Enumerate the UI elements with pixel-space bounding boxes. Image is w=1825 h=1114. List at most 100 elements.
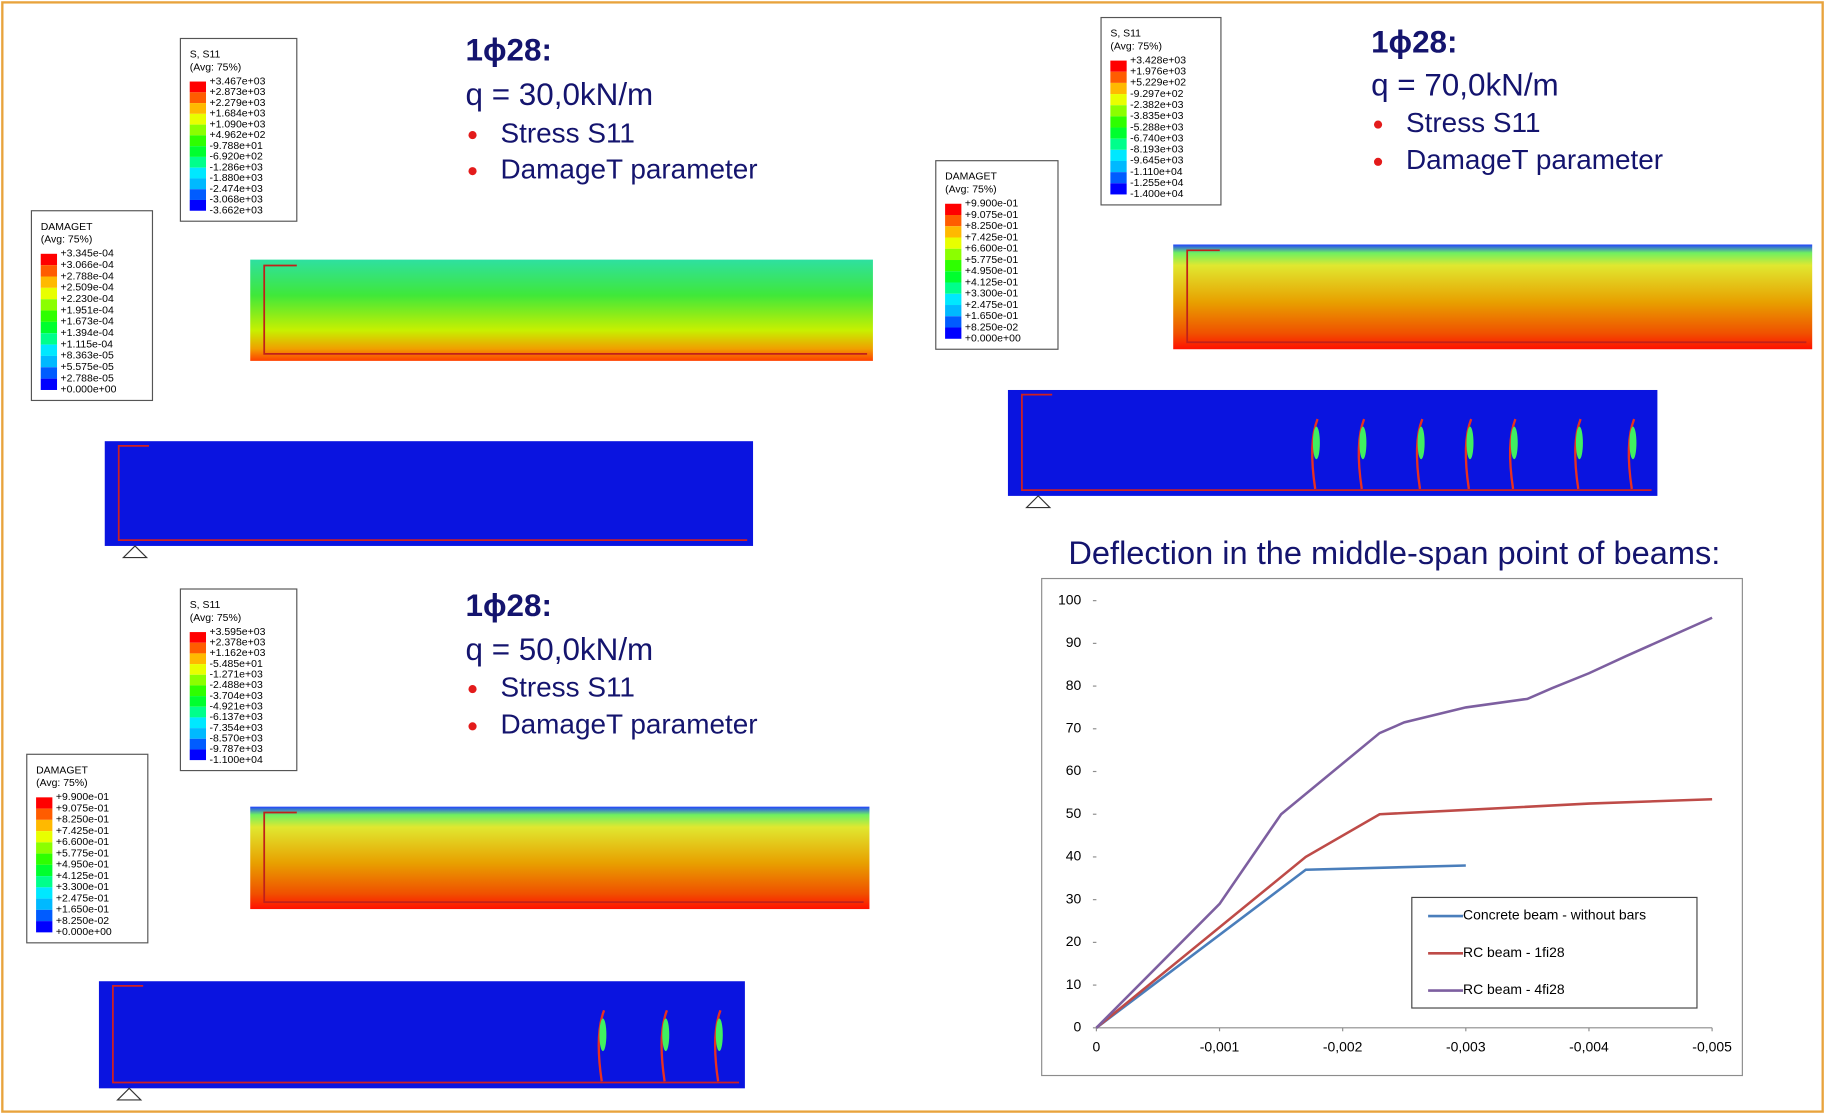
legend-swatch [190, 653, 206, 664]
legend: DAMAGET(Avg: 75%)+9.900e-01+9.075e-01+8.… [27, 754, 148, 943]
legend-value: +1.650e-01 [965, 311, 1018, 322]
legend-value: +9.075e-01 [56, 803, 109, 814]
legend-swatch [41, 367, 57, 378]
legend-value: -9.788e+01 [210, 141, 263, 152]
legend-swatch [190, 157, 206, 168]
legend-value: +0.000e+00 [56, 927, 112, 938]
y-tick-label: 80 [1066, 677, 1082, 693]
legend-value: +8.250e-02 [965, 322, 1018, 333]
legend-swatch [190, 728, 206, 739]
legend-value: -1.400e+04 [1130, 189, 1183, 200]
legend-swatch [36, 899, 52, 910]
bullet-dot [468, 131, 476, 139]
legend-swatch [36, 887, 52, 898]
bullet-dot [468, 722, 476, 730]
legend-swatch [36, 921, 52, 932]
legend: DAMAGET(Avg: 75%)+9.900e-01+9.075e-01+8.… [936, 161, 1058, 350]
legend-swatch [1110, 72, 1126, 83]
legend-value: +2.509e-04 [61, 283, 114, 294]
legend-swatch [1110, 183, 1126, 194]
legend-swatch [41, 356, 57, 367]
legend-swatch [945, 260, 961, 271]
crack-core [1576, 427, 1583, 460]
bullet-dot [468, 167, 476, 175]
load: q = 50,0kN/m [466, 632, 654, 667]
legend-swatch [36, 820, 52, 831]
legend-value: +4.125e-01 [56, 871, 109, 882]
legend-value: -9.297e+02 [1130, 89, 1183, 100]
legend-value: +1.684e+03 [210, 109, 266, 120]
legend-value: -7.354e+03 [210, 723, 263, 734]
legend-title: DAMAGET [41, 222, 93, 233]
legend-swatch [1110, 150, 1126, 161]
legend-value: -3.068e+03 [210, 195, 263, 206]
legend-value: +5.775e-01 [965, 255, 1018, 266]
bullet: Stress S11 [500, 671, 635, 702]
y-tick-label: 0 [1074, 1018, 1082, 1034]
damage-contour [1008, 390, 1657, 496]
legend-value: +4.962e+02 [210, 130, 266, 141]
legend-value: +7.425e-01 [965, 232, 1018, 243]
bullet-dot [1374, 158, 1382, 166]
legend-swatch [36, 910, 52, 921]
load: q = 30,0kN/m [466, 77, 654, 112]
legend-swatch [945, 271, 961, 282]
legend-value: +3.300e-01 [56, 882, 109, 893]
legend-swatch [190, 103, 206, 114]
legend-swatch [945, 305, 961, 316]
legend-value: +3.066e-04 [61, 260, 114, 271]
legend-value: +3.345e-04 [61, 249, 114, 260]
legend-subtitle: (Avg: 75%) [41, 235, 93, 246]
legend-swatch [190, 696, 206, 707]
legend-value: -1.880e+03 [210, 173, 263, 184]
legend-value: +6.600e-01 [965, 244, 1018, 255]
page: { "panels": [ {"heading": "1ϕ28:", "load… [0, 0, 1825, 1114]
legend-label: Concrete beam - without bars [1463, 907, 1646, 923]
y-tick-label: 40 [1066, 848, 1082, 864]
legend-value: +1.090e+03 [210, 119, 266, 130]
x-tick-label: -0,005 [1692, 1038, 1732, 1054]
bullet: Stress S11 [1406, 107, 1541, 138]
stress-contour [250, 260, 873, 361]
y-tick-label: 90 [1066, 634, 1082, 650]
legend-value: +2.475e-01 [56, 893, 109, 904]
legend-swatch [41, 254, 57, 265]
bullet: Stress S11 [500, 117, 635, 148]
y-tick-label: 10 [1066, 976, 1082, 992]
crack-core [716, 1018, 723, 1051]
legend-swatch [190, 125, 206, 136]
legend-value: -2.488e+03 [210, 680, 263, 691]
legend-swatch [41, 379, 57, 390]
legend-swatch [190, 135, 206, 146]
legend-value: +1.115e-04 [61, 339, 114, 350]
legend-title: DAMAGET [36, 765, 88, 776]
legend-value: +0.000e+00 [61, 385, 117, 396]
legend: S, S11(Avg: 75%)+3.467e+03+2.873e+03+2.2… [180, 38, 296, 221]
bullet: DamageT parameter [500, 709, 757, 740]
crack-core [1418, 427, 1425, 460]
legend-swatch [1110, 83, 1126, 94]
legend-label: RC beam - 4fi28 [1463, 981, 1565, 997]
legend-swatch [190, 685, 206, 696]
legend-value: -5.485e+01 [210, 659, 263, 670]
legend-swatch [945, 328, 961, 339]
legend-swatch [36, 842, 52, 853]
crack-core [1629, 427, 1636, 460]
legend-swatch [190, 643, 206, 654]
legend-value: -8.570e+03 [210, 734, 263, 745]
legend: DAMAGET (Avg: 75%) +3.345e-04+3.066e-04 +2.… [31, 211, 152, 401]
legend-value: -9.645e+03 [1130, 156, 1183, 167]
legend-value: -1.255e+04 [1130, 178, 1183, 189]
legend-value: +5.229e+02 [1130, 78, 1186, 89]
legend-label: RC beam - 1fi28 [1463, 944, 1565, 960]
legend-swatch [945, 226, 961, 237]
legend-swatch [1110, 172, 1126, 183]
legend-value: -2.474e+03 [210, 184, 263, 195]
legend-swatch [36, 876, 52, 887]
legend-swatch [1110, 139, 1126, 150]
legend-subtitle: (Avg: 75%) [190, 62, 242, 73]
legend-swatch [190, 632, 206, 643]
stress-contour [1173, 244, 1812, 349]
legend-value: +4.950e-01 [56, 860, 109, 871]
legend-swatch [190, 168, 206, 179]
